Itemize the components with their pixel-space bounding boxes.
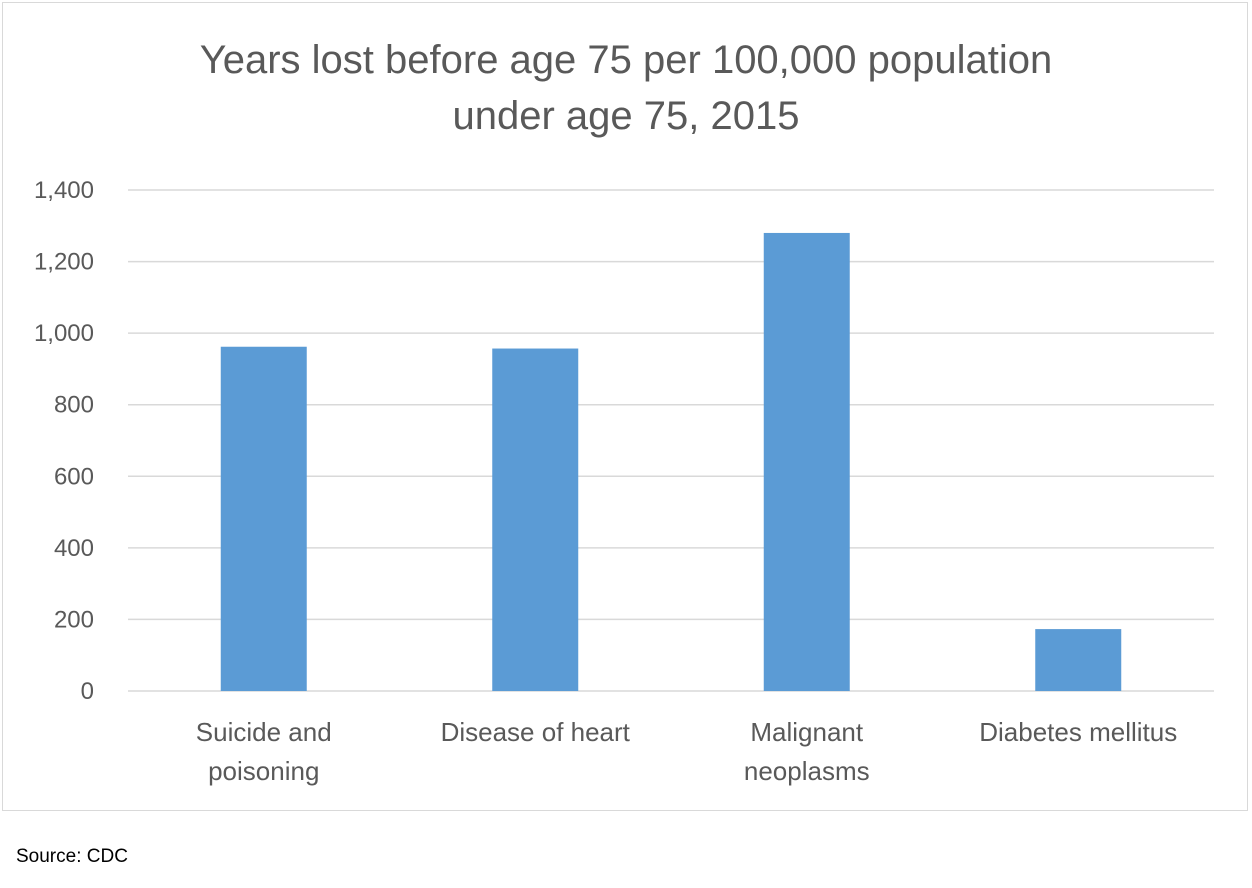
- y-tick-label: 1,000: [34, 320, 94, 347]
- gridlines: [128, 189, 1214, 692]
- chart-title-line-1: Years lost before age 75 per 100,000 pop…: [199, 38, 1053, 82]
- x-category-label: Suicide and: [196, 717, 332, 747]
- y-tick-label: 200: [54, 606, 94, 633]
- bar: [492, 348, 579, 691]
- x-category-label: Disease of heart: [441, 717, 631, 747]
- y-axis-tick-labels: 0 200 400 600 800 1,000 1,200 1,400: [34, 177, 94, 705]
- y-tick-label: 0: [81, 678, 94, 705]
- y-tick-label: 1,400: [34, 177, 94, 204]
- x-category-label: neoplasms: [744, 756, 870, 786]
- chart-title-line-2: under age 75, 2015: [452, 94, 800, 138]
- y-tick-label: 600: [54, 463, 94, 490]
- y-tick-label: 800: [54, 392, 94, 419]
- y-tick-label: 1,200: [34, 249, 94, 276]
- x-category-label: Diabetes mellitus: [979, 717, 1177, 747]
- bars: [220, 232, 1122, 691]
- bar: [763, 232, 850, 691]
- y-tick-label: 400: [54, 535, 94, 562]
- x-axis-category-labels: Suicide and poisoning Disease of heart Mali…: [196, 717, 1177, 786]
- x-category-label: Malignant: [750, 717, 864, 747]
- bar: [220, 346, 307, 691]
- x-category-label: poisoning: [208, 756, 319, 786]
- bar: [1035, 629, 1122, 691]
- source-note: Source: CDC: [16, 846, 128, 867]
- chart-title: Years lost before age 75 per 100,000 pop…: [0, 32, 1252, 144]
